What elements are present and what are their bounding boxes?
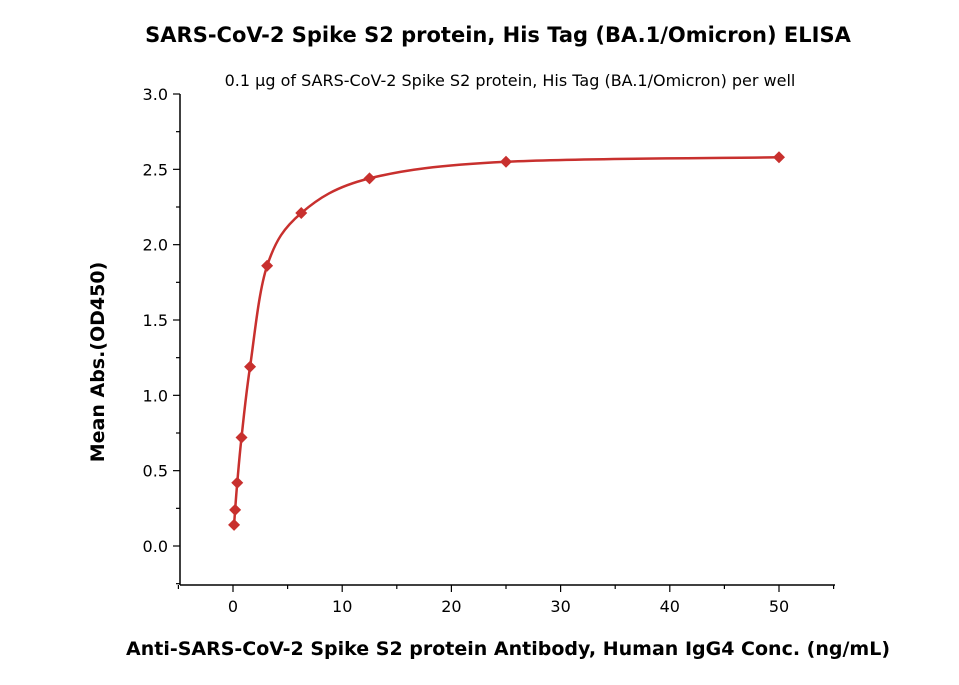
chart-subtitle: 0.1 μg of SARS-CoV-2 Spike S2 protein, H… [225,71,796,90]
y-tick-label: 1.5 [143,311,168,330]
y-tick-label: 0.5 [143,462,168,481]
chart-title: SARS-CoV-2 Spike S2 protein, His Tag (BA… [145,23,851,47]
y-axis-label: Mean Abs.(OD450) [87,262,109,463]
y-tick-label: 3.0 [143,85,168,104]
data-point [231,476,244,489]
y-tick-label: 2.0 [143,236,168,255]
data-point [244,360,257,373]
x-tick-label: 50 [769,597,789,616]
data-point [500,155,512,168]
x-tick-label: 0 [228,597,238,616]
x-tick-label: 10 [332,597,352,616]
x-axis-label: Anti-SARS-CoV-2 Spike S2 protein Antibod… [126,638,890,660]
fit-curve [232,156,780,525]
x-tick-label: 30 [550,597,570,616]
y-tick-label: 1.0 [143,386,168,405]
data-point [295,207,308,220]
y-tick-label: 2.5 [143,160,168,179]
data-point [261,259,274,272]
x-tick-label: 20 [441,597,461,616]
y-tick-label: 0.0 [143,537,168,556]
data-point [773,151,785,164]
x-tick-label: 40 [660,597,680,616]
data-point [363,172,376,185]
data-point [228,518,241,531]
data-point [235,431,248,444]
data-point [229,503,242,516]
